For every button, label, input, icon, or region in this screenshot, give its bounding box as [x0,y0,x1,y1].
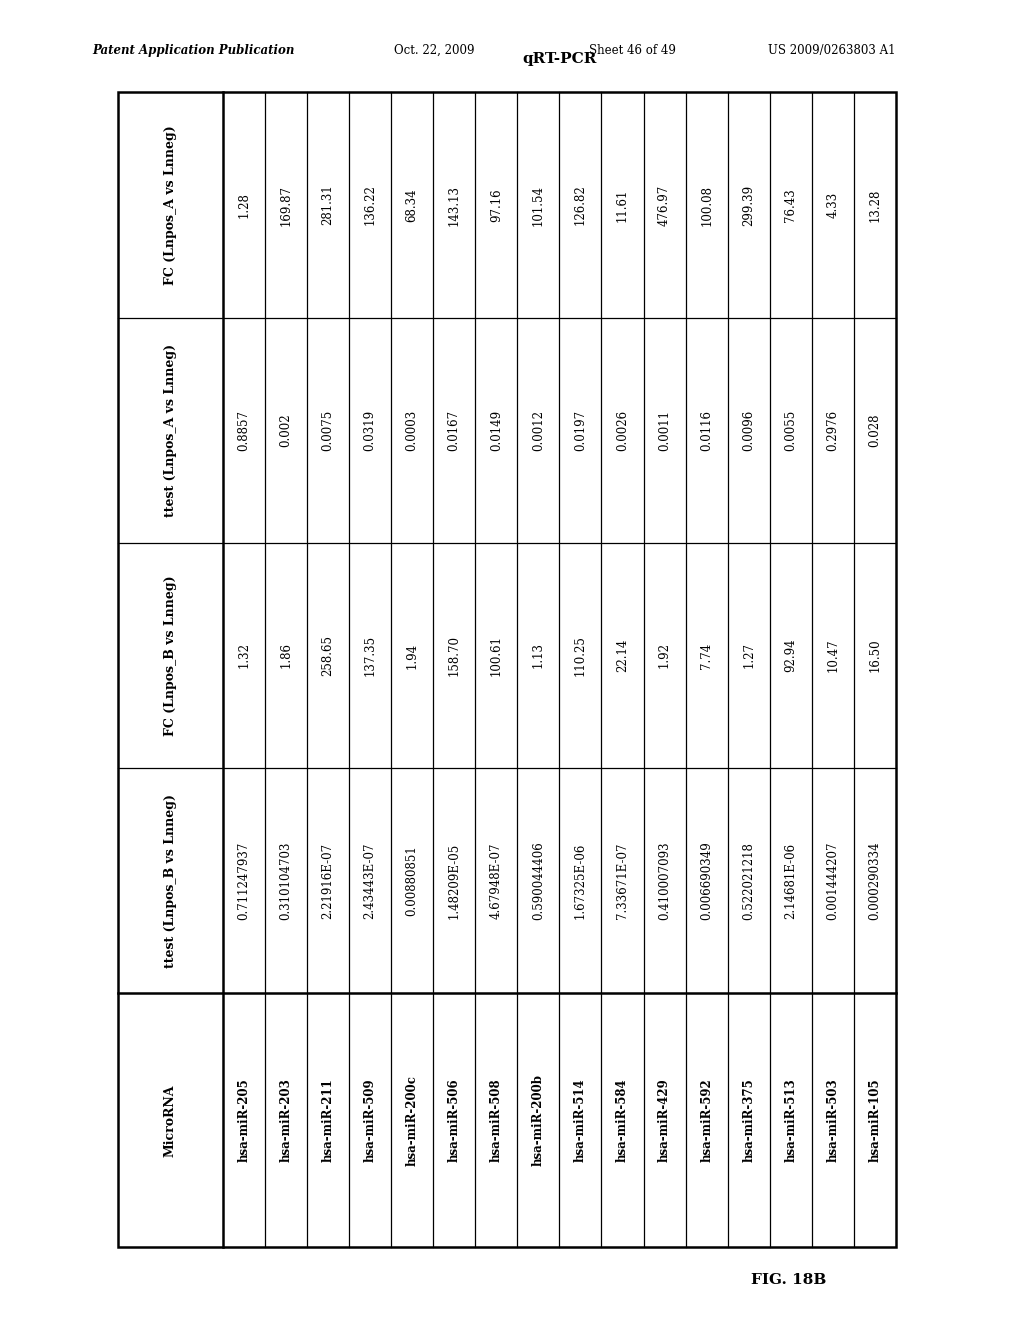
Text: 0.0319: 0.0319 [364,409,377,451]
Text: 7.74: 7.74 [700,643,713,669]
Text: hsa-miR-211: hsa-miR-211 [322,1078,335,1162]
Text: 0.002: 0.002 [280,413,293,447]
Text: 68.34: 68.34 [406,189,419,222]
Text: Patent Application Publication: Patent Application Publication [92,44,295,57]
Text: 16.50: 16.50 [868,639,882,672]
Text: 100.08: 100.08 [700,185,713,226]
Text: hsa-miR-513: hsa-miR-513 [784,1078,798,1162]
Text: 1.94: 1.94 [406,643,419,668]
Text: 137.35: 137.35 [364,635,377,676]
Text: hsa-miR-375: hsa-miR-375 [742,1078,756,1162]
Text: 0.8857: 0.8857 [238,409,250,450]
Text: hsa-miR-508: hsa-miR-508 [489,1078,503,1162]
Text: 136.22: 136.22 [364,185,377,226]
Text: 0.0116: 0.0116 [700,409,713,450]
Text: 299.39: 299.39 [742,185,756,226]
Text: FC (Lnpos_A vs Lnneg): FC (Lnpos_A vs Lnneg) [164,125,177,285]
Text: 97.16: 97.16 [489,189,503,222]
Text: FC (Lnpos_B vs Lnneg): FC (Lnpos_B vs Lnneg) [164,576,177,735]
Text: 1.92: 1.92 [658,643,671,668]
Text: 0.410007093: 0.410007093 [658,841,671,920]
Text: 2.14681E-06: 2.14681E-06 [784,842,798,919]
Text: 0.0055: 0.0055 [784,409,798,451]
Text: hsa-miR-200c: hsa-miR-200c [406,1074,419,1166]
Text: hsa-miR-429: hsa-miR-429 [658,1078,671,1162]
Text: 281.31: 281.31 [322,185,335,226]
Text: hsa-miR-514: hsa-miR-514 [573,1078,587,1162]
Text: 92.94: 92.94 [784,639,798,672]
Text: 476.97: 476.97 [658,185,671,226]
Text: hsa-miR-592: hsa-miR-592 [700,1078,713,1162]
Text: 0.0012: 0.0012 [531,409,545,450]
Text: 1.48209E-05: 1.48209E-05 [447,842,461,919]
Text: 0.0149: 0.0149 [489,409,503,451]
Text: 10.47: 10.47 [826,639,840,672]
Text: 0.0011: 0.0011 [658,409,671,450]
Text: 0.0167: 0.0167 [447,409,461,451]
Text: 0.0096: 0.0096 [742,409,756,451]
Text: 0.0026: 0.0026 [616,409,629,451]
Text: 143.13: 143.13 [447,185,461,226]
Text: 1.32: 1.32 [238,643,250,668]
Text: 0.522021218: 0.522021218 [742,842,756,920]
Text: 258.65: 258.65 [322,635,335,676]
Text: ttest (Lnpos_B vs Lnneg): ttest (Lnpos_B vs Lnneg) [164,793,177,968]
Text: qRT-PCR: qRT-PCR [522,53,597,66]
Text: hsa-miR-203: hsa-miR-203 [280,1078,293,1163]
Text: hsa-miR-506: hsa-miR-506 [447,1078,461,1162]
Text: FIG. 18B: FIG. 18B [751,1274,826,1287]
Text: 2.21916E-07: 2.21916E-07 [322,842,335,919]
Text: 7.33671E-07: 7.33671E-07 [616,842,629,919]
Text: 110.25: 110.25 [573,635,587,676]
Text: hsa-miR-200b: hsa-miR-200b [531,1074,545,1167]
Text: 11.61: 11.61 [616,189,629,222]
Text: 0.028: 0.028 [868,413,882,447]
Text: US 2009/0263803 A1: US 2009/0263803 A1 [768,44,896,57]
Text: 4.67948E-07: 4.67948E-07 [489,842,503,919]
Text: Oct. 22, 2009: Oct. 22, 2009 [394,44,475,57]
Text: 0.711247937: 0.711247937 [238,842,250,920]
Text: 0.006690349: 0.006690349 [700,841,713,920]
Text: hsa-miR-105: hsa-miR-105 [868,1078,882,1162]
Text: 76.43: 76.43 [784,189,798,222]
Text: hsa-miR-584: hsa-miR-584 [616,1078,629,1162]
Text: hsa-miR-205: hsa-miR-205 [238,1078,250,1162]
Text: 100.61: 100.61 [489,635,503,676]
Text: 1.28: 1.28 [238,193,250,218]
Text: Sheet 46 of 49: Sheet 46 of 49 [589,44,676,57]
Text: 101.54: 101.54 [531,185,545,226]
Text: hsa-miR-509: hsa-miR-509 [364,1078,377,1162]
Text: 13.28: 13.28 [868,189,882,222]
Text: 0.00880851: 0.00880851 [406,845,419,916]
Text: 169.87: 169.87 [280,185,293,226]
Text: 0.590044406: 0.590044406 [531,841,545,920]
Text: 4.33: 4.33 [826,191,840,218]
Text: 0.310104703: 0.310104703 [280,841,293,920]
Text: hsa-miR-503: hsa-miR-503 [826,1078,840,1162]
Text: 0.000290334: 0.000290334 [868,841,882,920]
Text: 0.0003: 0.0003 [406,409,419,451]
Text: MicroRNA: MicroRNA [164,1084,177,1156]
Text: 22.14: 22.14 [616,639,629,672]
Text: 0.0075: 0.0075 [322,409,335,451]
Text: 126.82: 126.82 [573,185,587,226]
Text: 1.67325E-06: 1.67325E-06 [573,842,587,919]
Text: 1.27: 1.27 [742,643,756,668]
Text: 2.43443E-07: 2.43443E-07 [364,842,377,919]
Text: 0.2976: 0.2976 [826,409,840,451]
Text: ttest (Lnpos_A vs Lnneg): ttest (Lnpos_A vs Lnneg) [164,343,177,517]
Text: 1.86: 1.86 [280,643,293,668]
Text: 0.001444207: 0.001444207 [826,841,840,920]
Text: 1.13: 1.13 [531,643,545,668]
Text: 0.0197: 0.0197 [573,409,587,451]
Text: 158.70: 158.70 [447,635,461,676]
